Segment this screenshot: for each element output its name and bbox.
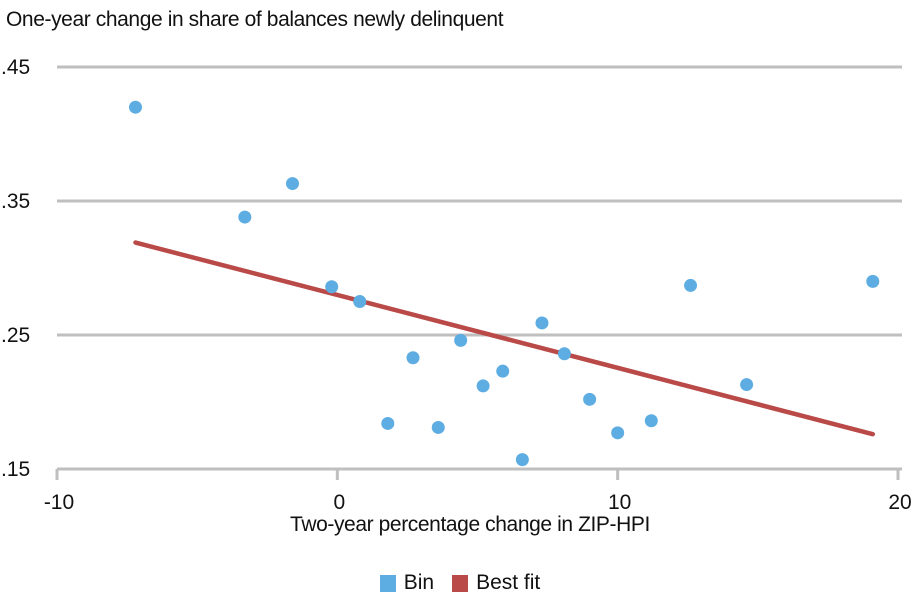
bin-point	[128, 100, 142, 114]
bin-point	[406, 351, 420, 365]
bin-point	[381, 416, 395, 430]
legend-item-best-fit: Best fit	[452, 571, 540, 595]
bin-point	[431, 420, 445, 434]
bin-point	[557, 347, 571, 361]
bin-point	[325, 280, 339, 294]
bin-point	[496, 364, 510, 378]
y-axis-ticks: .15 .25 .35 .45	[1, 56, 30, 481]
x-axis-ticks: -10 0 10 20	[44, 469, 912, 514]
bin-point	[611, 426, 625, 440]
x-axis-label: Two-year percentage change in ZIP-HPI	[290, 513, 650, 536]
y-tick-label: .25	[1, 324, 30, 347]
x-tick-label: -10	[44, 491, 74, 514]
legend-label-bin: Bin	[403, 571, 435, 594]
bin-point	[515, 453, 529, 467]
legend-item-bin: Bin	[379, 571, 435, 595]
legend-label-best-fit: Best fit	[476, 571, 541, 594]
x-tick-label: 20	[888, 491, 911, 514]
chart-title: One-year change in share of balances new…	[6, 8, 504, 31]
bin-point	[644, 414, 658, 428]
bin-point	[583, 392, 597, 406]
y-tick-label: .45	[1, 56, 30, 79]
bin-point	[535, 316, 549, 330]
bin-points	[128, 100, 880, 467]
bin-point	[353, 295, 367, 308]
y-tick-label: .15	[1, 458, 30, 481]
bin-point	[454, 333, 468, 347]
bin-point	[684, 278, 698, 292]
best-fit-line	[133, 240, 876, 437]
bin-point	[285, 177, 299, 191]
gridlines	[57, 65, 902, 471]
bin-point	[740, 378, 754, 392]
best-fit-segment	[133, 240, 876, 437]
bin-point	[476, 379, 490, 393]
bin-point	[866, 274, 880, 288]
y-tick-label: .35	[1, 190, 30, 213]
bin-point	[238, 210, 252, 224]
legend: Bin Best fit	[0, 571, 920, 595]
best-fit-swatch-icon	[452, 574, 469, 592]
x-tick-label: 10	[608, 491, 631, 514]
x-tick-label: 0	[333, 491, 345, 514]
bin-swatch-icon	[379, 574, 396, 592]
